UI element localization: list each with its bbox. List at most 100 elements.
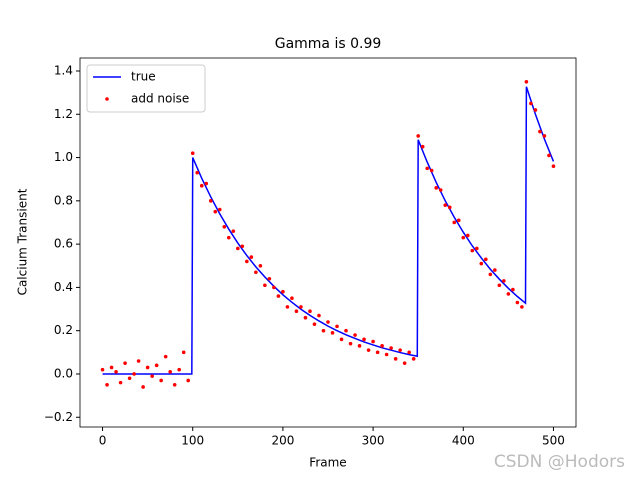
point (163, 354, 168, 359)
point (465, 233, 470, 238)
point (511, 287, 515, 292)
point (411, 357, 416, 361)
y-tick-label: 0.0 (54, 366, 73, 380)
point (484, 257, 488, 262)
point (515, 300, 520, 305)
legend-swatch (105, 97, 109, 101)
point (371, 339, 375, 344)
point (335, 324, 339, 329)
line (102, 86, 555, 375)
point (357, 344, 362, 348)
point (326, 320, 330, 324)
point (136, 359, 141, 363)
y-tick-label: 1.2 (54, 107, 73, 121)
point (456, 218, 461, 223)
x-tick-label: 0 (99, 434, 107, 448)
point (172, 382, 177, 387)
point (407, 350, 411, 355)
y-tick-label: 1.0 (54, 150, 73, 164)
point (438, 188, 443, 192)
point (118, 380, 123, 385)
point (285, 305, 290, 309)
point (520, 305, 524, 309)
point (330, 331, 335, 335)
x-tick-label: 100 (181, 434, 204, 448)
y-tick-label: 1.4 (54, 63, 73, 77)
x-axis-label: Frame (309, 456, 346, 470)
point (254, 270, 258, 275)
point (502, 279, 506, 283)
x-tick-label: 300 (362, 434, 385, 448)
point (186, 378, 191, 383)
point (312, 322, 317, 326)
point (272, 285, 276, 290)
point (154, 363, 159, 368)
point (181, 350, 186, 355)
y-tick-label: −0.2 (44, 410, 73, 424)
watermark: CSDN @Hodors (494, 452, 625, 472)
point (190, 151, 195, 156)
point (389, 346, 393, 350)
point (177, 367, 181, 372)
point (159, 378, 163, 383)
point (109, 365, 114, 370)
point (384, 352, 389, 357)
point (236, 246, 240, 251)
point (127, 376, 132, 381)
point (123, 361, 127, 365)
point (263, 283, 267, 288)
point (429, 168, 434, 173)
point (524, 80, 529, 84)
point (150, 374, 154, 378)
point (475, 246, 479, 251)
x-tick-label: 200 (271, 434, 294, 448)
point (493, 268, 497, 272)
point (276, 294, 281, 298)
point (416, 134, 420, 138)
point (538, 129, 542, 134)
point (434, 186, 439, 190)
point (551, 164, 556, 169)
point (452, 220, 457, 225)
point (258, 263, 263, 268)
point (114, 370, 118, 374)
y-tick-label: 0.8 (54, 193, 73, 207)
point (348, 341, 353, 346)
point (308, 309, 312, 314)
point (402, 361, 407, 365)
y-tick-label: 0.6 (54, 237, 73, 251)
point (461, 235, 466, 240)
point (145, 365, 150, 370)
point (420, 144, 425, 149)
point (208, 199, 213, 203)
plot-frame (79, 57, 577, 428)
point (204, 181, 209, 186)
point (199, 183, 204, 188)
point (529, 101, 533, 106)
point (217, 207, 222, 212)
point (281, 289, 285, 294)
point (547, 153, 551, 158)
point (267, 276, 272, 281)
point (425, 166, 430, 171)
point (321, 328, 326, 333)
point (353, 333, 357, 337)
point (470, 248, 475, 253)
x-tick-label: 400 (452, 434, 475, 448)
point (398, 348, 402, 352)
point (506, 292, 511, 296)
point (303, 315, 308, 320)
point (132, 372, 136, 376)
legend-label: true (131, 70, 156, 84)
point (339, 337, 344, 342)
point (447, 205, 452, 210)
point (366, 348, 371, 352)
point (231, 229, 236, 233)
point (290, 296, 294, 301)
point (227, 235, 231, 240)
point (141, 385, 145, 389)
point (380, 344, 384, 348)
chart-title: Gamma is 0.99 (275, 36, 382, 52)
point (488, 272, 493, 277)
point (479, 261, 484, 266)
